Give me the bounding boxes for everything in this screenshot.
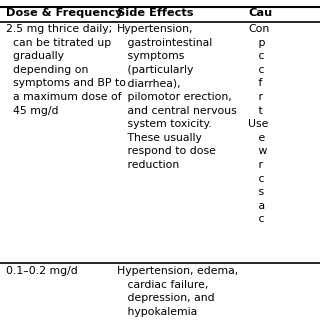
Text: 2.5 mg thrice daily;
  can be titrated up
  gradually
  depending on
  symptoms : 2.5 mg thrice daily; can be titrated up … bbox=[6, 24, 126, 116]
Text: Dose & Frequency: Dose & Frequency bbox=[6, 8, 122, 18]
Text: Side Effects: Side Effects bbox=[117, 8, 193, 18]
Text: Hypertension, edema,
   cardiac failure,
   depression, and
   hypokalemia: Hypertension, edema, cardiac failure, de… bbox=[117, 266, 238, 317]
Text: Cau: Cau bbox=[248, 8, 272, 18]
Text: Con
   p
   c
   c
   f
   r
   t
Use
   e
   w
   r
   c
   s
   a
   c: Con p c c f r t Use e w r c s a c bbox=[248, 24, 269, 224]
Text: Hypertension,
   gastrointestinal
   symptoms
   (particularly
   diarrhea),
   : Hypertension, gastrointestinal symptoms … bbox=[117, 24, 236, 170]
Text: 0.1–0.2 mg/d: 0.1–0.2 mg/d bbox=[6, 266, 77, 276]
